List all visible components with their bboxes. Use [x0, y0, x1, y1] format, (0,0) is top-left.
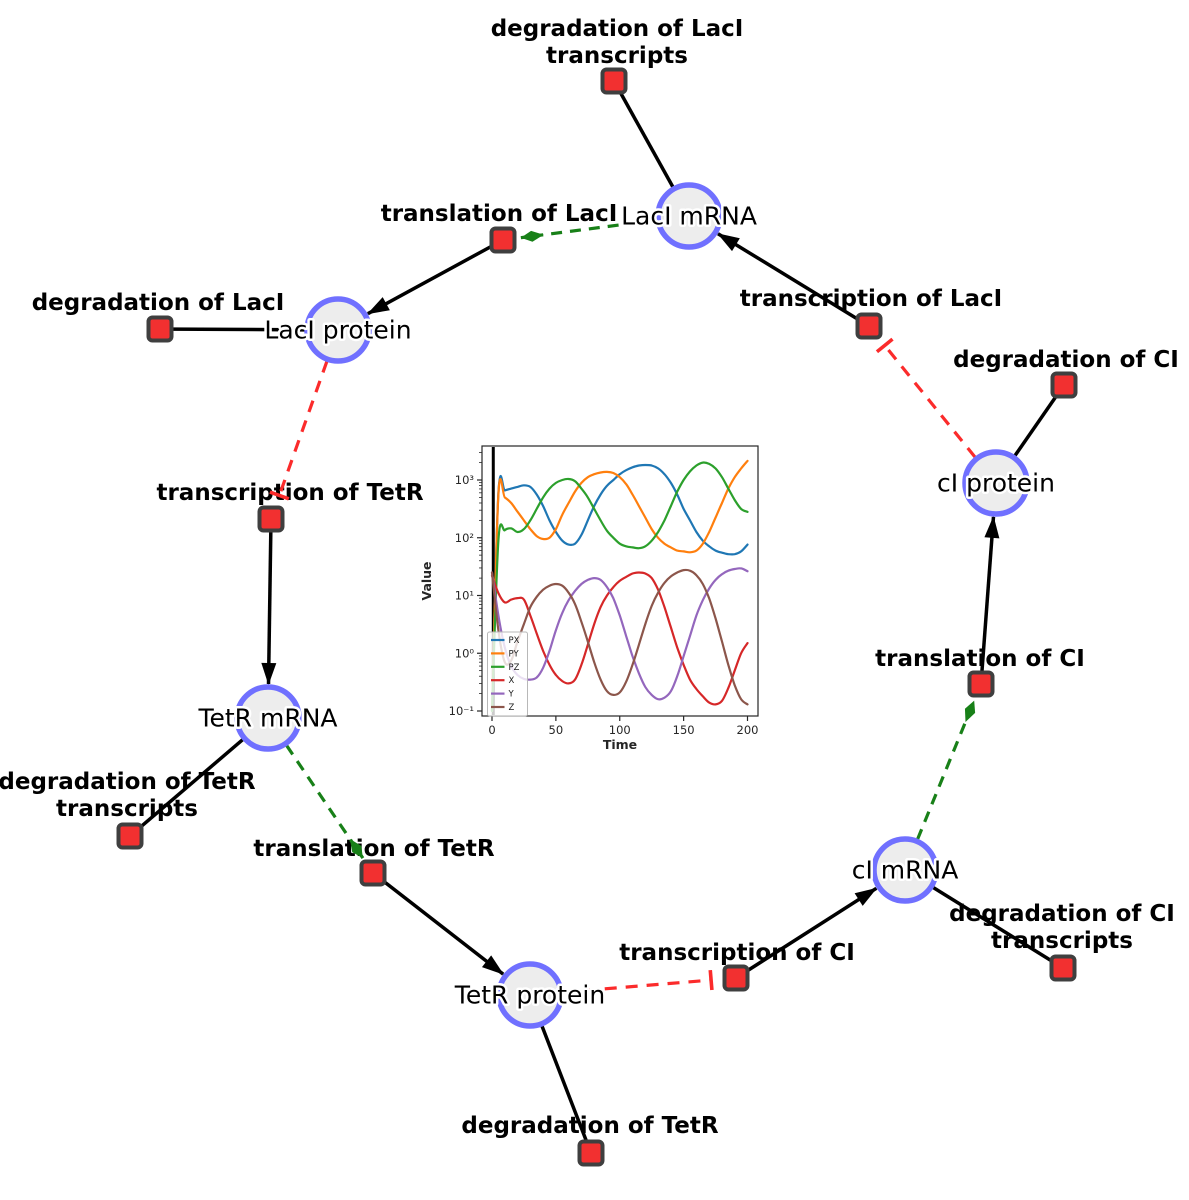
edge-arrow-tx_tetr-to-tetr_mrna [261, 531, 277, 686]
species-label-ci_protein: cI protein [937, 469, 1055, 498]
y-tick-label: 10⁻¹ [449, 704, 474, 718]
species-node-laci_mrna[interactable] [655, 182, 723, 250]
legend-label-Z: Z [509, 703, 515, 713]
series-line-PY [490, 459, 749, 713]
reaction-label-tx_tetr: transcription of TetR [156, 480, 423, 506]
x-tick-label: 100 [609, 723, 631, 737]
reaction-label-deg_ci_tx: transcripts [991, 928, 1133, 954]
y-tick-label: 10⁰ [455, 646, 475, 660]
species-label-ci_mrna: cI mRNA [852, 856, 959, 885]
reaction-label-deg_ci: degradation of CI [953, 347, 1179, 373]
reaction-node-tx_ci[interactable] [722, 964, 750, 992]
species-node-tetr_mrna[interactable] [234, 684, 302, 752]
reaction-node-deg_laci_tx[interactable] [600, 67, 628, 95]
species-node-ci_protein[interactable] [962, 449, 1030, 517]
edge-activation-tetr_mrna-to-transl_tetr [285, 744, 365, 859]
series-line-PZ [490, 461, 749, 713]
edge-arrow-tx_ci-to-ci_mrna [746, 886, 878, 973]
legend-label-X: X [509, 676, 515, 686]
reaction-label-deg_laci: degradation of LacI [32, 290, 285, 316]
reaction-node-deg_ci_tx[interactable] [1049, 954, 1077, 982]
reaction-label-deg_ci_tx: degradation of CI [949, 901, 1175, 927]
species-label-laci_mrna: LacI mRNA [621, 202, 757, 231]
species-label-laci_protein: LacI protein [264, 316, 411, 345]
reaction-node-transl_tetr[interactable] [359, 859, 387, 887]
x-tick-label: 50 [549, 723, 564, 737]
nodes-layer [116, 67, 1078, 1167]
inset-chart: 0 50 100 150 200 10⁻¹ 10⁰ 10¹ 10² 10³ Time Value PX P… [419, 445, 759, 752]
y-tick-label: 10³ [455, 473, 475, 487]
x-tick-label: 0 [488, 723, 495, 737]
edge-activation-ci_mrna-to-transl_ci [916, 700, 976, 841]
reaction-label-tx_ci: transcription of CI [619, 940, 855, 966]
species-node-laci_protein[interactable] [304, 296, 372, 364]
reaction-node-transl_laci[interactable] [489, 226, 517, 254]
edge-arrow-transl_tetr-to-tetr_protein [382, 879, 505, 976]
reaction-label-transl_laci: translation of LacI [381, 201, 618, 227]
reaction-label-deg_tetr: degradation of TetR [461, 1113, 718, 1139]
edges-layer [138, 91, 1059, 1142]
legend-label-PZ: PZ [509, 663, 520, 673]
edge-inhibition-ci_protein-to-tx_laci [875, 337, 977, 459]
legend-label-Y: Y [508, 690, 515, 700]
reaction-node-deg_ci[interactable] [1050, 371, 1078, 399]
y-axis-label: Value [419, 561, 434, 600]
chart-plot-area [490, 459, 749, 713]
reaction-node-tx_tetr[interactable] [257, 505, 285, 533]
series-line-X [490, 571, 749, 706]
edge-line-laci_mrna-to-deg_laci_tx [618, 91, 675, 189]
y-tick-label: 10² [455, 531, 474, 545]
edge-arrow-tx_laci-to-laci_mrna [717, 232, 859, 321]
species-label-tetr_mrna: TetR mRNA [197, 704, 337, 733]
x-tick-label: 150 [673, 723, 695, 737]
x-tick-label: 200 [737, 723, 759, 737]
reaction-node-deg_laci[interactable] [146, 315, 174, 343]
series-line-Z [490, 568, 749, 706]
species-node-ci_mrna[interactable] [871, 836, 939, 904]
reaction-label-deg_tetr_tx: degradation of TetR [0, 769, 256, 795]
edge-inhibition-laci_protein-to-tx_tetr [269, 360, 329, 501]
edge-arrow-transl_laci-to-laci_protein [366, 244, 493, 316]
reaction-label-deg_tetr_tx: transcripts [56, 796, 198, 822]
edge-arrow-transl_ci-to-ci_protein [980, 515, 1000, 672]
x-axis-label: Time [603, 737, 637, 752]
edge-line-tetr_protein-to-deg_tetr [540, 1025, 588, 1142]
reaction-label-deg_laci_tx: degradation of LacI [491, 16, 744, 42]
legend-label-PY: PY [509, 649, 520, 659]
series-line-Y [490, 567, 749, 701]
reaction-label-transl_ci: translation of CI [875, 646, 1085, 672]
y-tick-label: 10¹ [455, 589, 474, 603]
reaction-node-tx_laci[interactable] [855, 312, 883, 340]
reaction-label-tx_laci: transcription of LacI [740, 286, 1003, 312]
reaction-label-transl_tetr: translation of TetR [253, 836, 494, 862]
species-node-tetr_protein[interactable] [496, 961, 564, 1029]
edge-line-ci_protein-to-deg_ci [1013, 394, 1059, 457]
edge-activation-laci_mrna-to-transl_laci [520, 218, 657, 242]
reaction-label-deg_laci_tx: transcripts [546, 43, 688, 69]
edge-line-ci_mrna-to-deg_ci_tx [932, 885, 1053, 963]
chart-legend-box [487, 631, 528, 717]
reaction-labels-layer: degradation of LacItranscriptstranslatio… [0, 14, 1181, 1142]
species-labels-layer: LacI mRNA LacI protein TetR mRNA TetR prote… [195, 199, 1058, 1012]
edge-inhibition-tetr_protein-to-tx_ci [562, 969, 714, 994]
edge-line-tetr_mrna-to-deg_tetr_tx [138, 738, 245, 829]
reaction-node-deg_tetr_tx[interactable] [116, 822, 144, 850]
edge-line-laci_protein-to-deg_laci [172, 327, 306, 332]
legend-label-PX: PX [509, 636, 520, 646]
species-label-tetr_protein: TetR protein [454, 981, 605, 1010]
reaction-node-transl_ci[interactable] [967, 670, 995, 698]
reaction-node-deg_tetr[interactable] [577, 1139, 605, 1167]
